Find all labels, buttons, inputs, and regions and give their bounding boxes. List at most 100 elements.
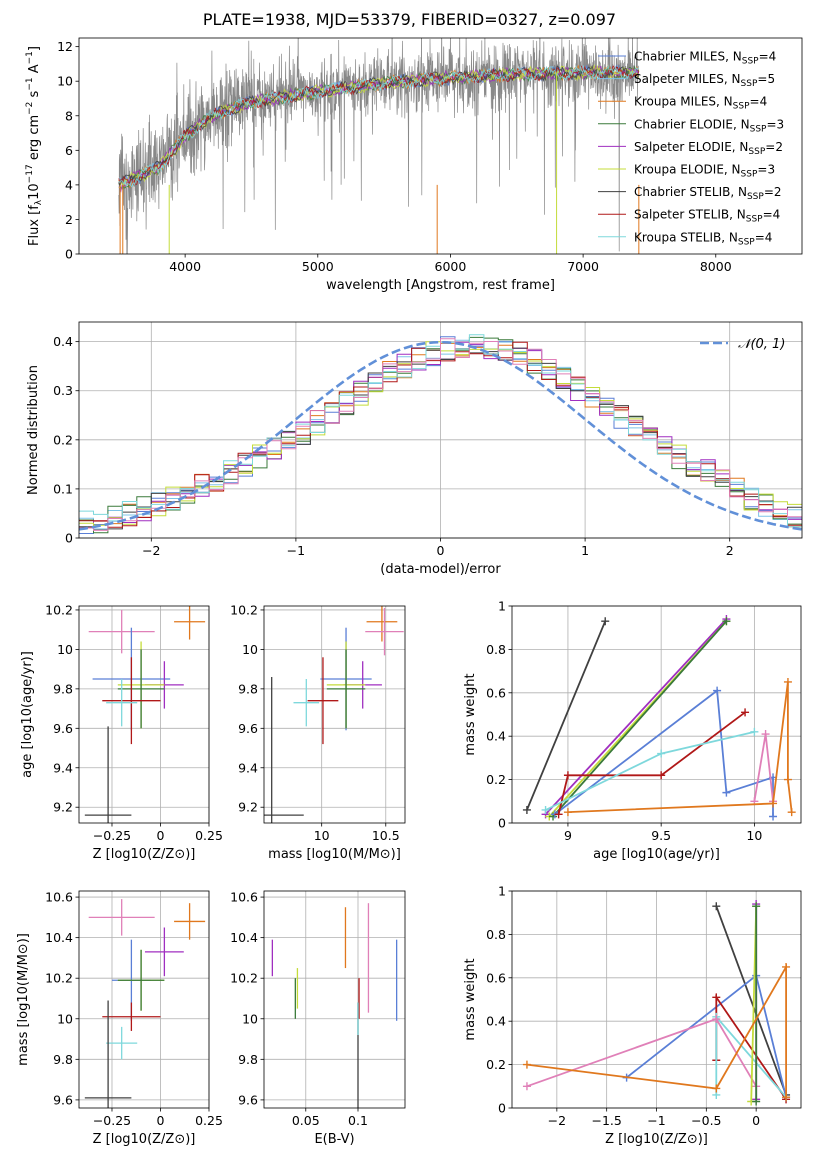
y-tick-label: 0.1 bbox=[53, 481, 73, 496]
y-tick-label: 10.4 bbox=[45, 930, 73, 945]
y-tick-label: 0 bbox=[498, 1101, 506, 1116]
x-tick-label: 8000 bbox=[700, 259, 732, 274]
legend-label: Salpeter ELODIE, NSSP=2 bbox=[634, 140, 783, 157]
x-tick-label: −1 bbox=[287, 543, 305, 558]
legend-nssp: =5 bbox=[757, 72, 775, 86]
data-point bbox=[752, 1097, 761, 1106]
y-tick-label: 10 bbox=[242, 642, 258, 657]
y-axis-label-rich: Flux [fλ10−17 erg cm−2 s−1 A−1] bbox=[25, 46, 44, 246]
data-point bbox=[712, 902, 721, 911]
data-point bbox=[741, 708, 750, 717]
legend-subscript: SSP bbox=[747, 192, 764, 202]
legend-nssp: =4 bbox=[755, 230, 773, 244]
y-tick-label: 12 bbox=[57, 39, 73, 54]
legend-nssp: =4 bbox=[763, 208, 781, 222]
y-tick-label: 9.6 bbox=[238, 721, 258, 736]
legend-name: Salpeter STELIB, N bbox=[634, 208, 746, 222]
y-tick-label: 2 bbox=[65, 212, 73, 227]
y-tick-label: 10.2 bbox=[230, 971, 258, 986]
ylab-part: erg cm bbox=[27, 115, 42, 164]
legend-nssp: =2 bbox=[765, 140, 783, 154]
data-point bbox=[541, 805, 550, 814]
ylab-part: A bbox=[27, 64, 42, 77]
y-tick-label: 9.8 bbox=[238, 681, 258, 696]
legend-subscript: SSP bbox=[742, 57, 759, 67]
plot-area bbox=[522, 615, 796, 821]
y-axis-label: Normed distribution bbox=[26, 365, 41, 495]
legend-subscript: SSP bbox=[738, 237, 755, 247]
y-tick-label: 9.2 bbox=[53, 800, 73, 815]
data-point bbox=[522, 1060, 531, 1069]
legend-name: Kroupa STELIB, N bbox=[634, 230, 738, 244]
x-tick-label: 6000 bbox=[435, 259, 467, 274]
data-point bbox=[769, 799, 778, 808]
y-tick-label: 10.2 bbox=[45, 971, 73, 986]
legend-label: Chabrier ELODIE, NSSP=3 bbox=[634, 117, 784, 134]
data-point bbox=[712, 1084, 721, 1093]
x-tick-label: 10 bbox=[746, 828, 762, 843]
x-tick-label: −0.5 bbox=[691, 1113, 721, 1128]
axes-frame bbox=[78, 890, 210, 1109]
legend-nssp: =4 bbox=[750, 95, 768, 109]
y-tick-label: 10.2 bbox=[45, 602, 73, 617]
x-tick-label: −0.25 bbox=[93, 828, 131, 843]
axes-frame bbox=[263, 890, 406, 1109]
x-axis-label: Z [log10(Z/Z⊙)] bbox=[93, 1132, 196, 1147]
x-axis-label: Z [log10(Z/Z⊙)] bbox=[93, 847, 196, 862]
subplot-z-age: −0.25 0 0.25 9.2 9.4 9.6 9.8 10 10.2 Z [log10(Z/Z… bbox=[20, 602, 223, 862]
x-tick-label: 0 bbox=[752, 1113, 760, 1128]
series-line bbox=[552, 620, 728, 818]
legend-label: Chabrier STELIB, NSSP=2 bbox=[634, 185, 782, 202]
series-line bbox=[526, 1017, 757, 1088]
legend-name: Chabrier ELODIE, N bbox=[634, 117, 750, 131]
plot-area bbox=[79, 334, 802, 534]
x-axis-label: mass [log10(M/M⊙)] bbox=[268, 847, 401, 862]
data-point bbox=[782, 962, 791, 971]
legend-nssp: =3 bbox=[757, 163, 775, 177]
x-tick-label: −1.5 bbox=[591, 1113, 621, 1128]
x-tick-label: −0.25 bbox=[93, 1113, 131, 1128]
data-point bbox=[713, 686, 722, 695]
subplot-mass-age: 10 10.5 9.2 9.4 9.6 9.8 10 10.2 mass [log10(M/M⊙… bbox=[230, 602, 406, 862]
plot-area bbox=[522, 900, 791, 1106]
x-axis-label: age [log10(age/yr)] bbox=[593, 847, 720, 862]
y-tick-label: 10.6 bbox=[230, 890, 258, 905]
x-tick-label: 4000 bbox=[169, 259, 201, 274]
series-line bbox=[567, 681, 793, 813]
axes-frame bbox=[511, 605, 802, 824]
x-axis-label: E(B-V) bbox=[314, 1132, 354, 1147]
data-point bbox=[712, 1015, 721, 1024]
data-point bbox=[783, 775, 792, 784]
legend-name: Chabrier MILES, N bbox=[634, 50, 742, 64]
data-point bbox=[657, 749, 666, 758]
series-line bbox=[557, 711, 746, 815]
legend-label: Kroupa MILES, NSSP=4 bbox=[634, 95, 767, 112]
x-tick-label: 9.5 bbox=[651, 828, 671, 843]
x-tick-label: 9 bbox=[564, 828, 572, 843]
plot-area bbox=[271, 903, 398, 1108]
subplot-z-mass: −0.25 0 0.25 9.6 9.8 10 10.2 10.4 10.6 Z [log10(Z… bbox=[16, 890, 223, 1147]
x-tick-label: 0 bbox=[437, 543, 445, 558]
histogram-step bbox=[79, 341, 802, 528]
y-tick-label: 9.6 bbox=[238, 1092, 258, 1107]
y-tick-label: 10 bbox=[57, 1011, 73, 1026]
y-tick-label: 0 bbox=[65, 531, 73, 546]
y-axis-label: mass weight bbox=[463, 673, 478, 755]
x-tick-label: 0 bbox=[157, 828, 165, 843]
y-tick-label: 8 bbox=[65, 108, 73, 123]
subplot-histogram: −2 −1 0 1 2 0 0.1 0.2 0.3 0.4 (data-model)/error No… bbox=[26, 321, 803, 577]
data-point bbox=[750, 727, 759, 736]
legend-name: Chabrier STELIB, N bbox=[634, 185, 747, 199]
x-tick-label: −1 bbox=[647, 1113, 665, 1128]
model-spectrum bbox=[118, 64, 640, 188]
series-line bbox=[715, 905, 787, 1096]
series-line bbox=[753, 733, 774, 802]
y-tick-label: 9.4 bbox=[238, 760, 258, 775]
y-tick-label: 9.6 bbox=[53, 721, 73, 736]
legend-name: Kroupa MILES, N bbox=[634, 95, 733, 109]
legend-nssp: =2 bbox=[764, 185, 782, 199]
y-tick-label: 10 bbox=[57, 642, 73, 657]
data-point bbox=[563, 771, 572, 780]
y-tick-label: 10.4 bbox=[230, 930, 258, 945]
